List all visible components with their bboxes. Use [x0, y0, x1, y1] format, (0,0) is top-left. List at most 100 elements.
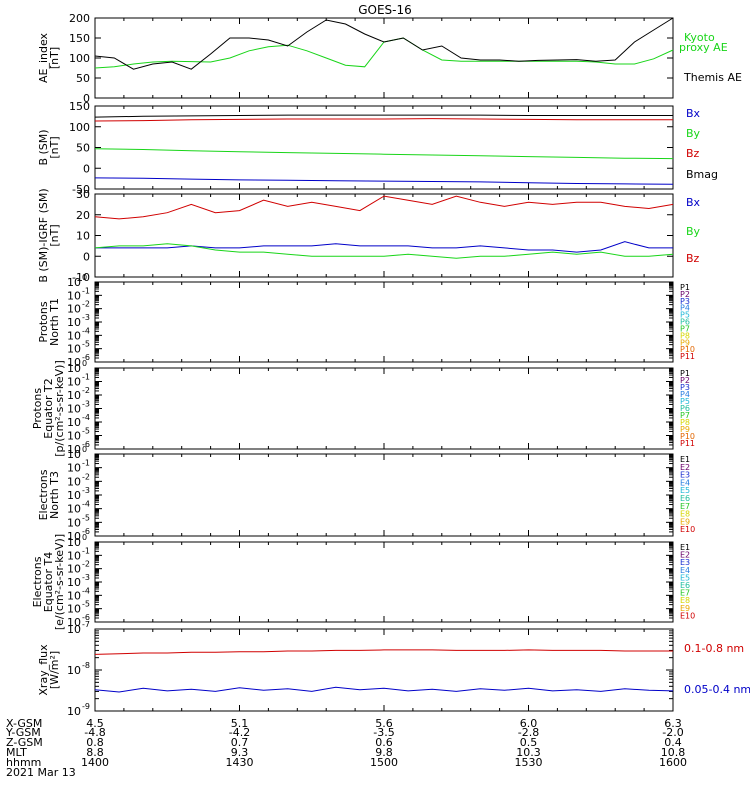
channel-label: P9 [680, 425, 690, 434]
y-tick-label: 10 [67, 430, 81, 443]
channel-label: E4 [680, 478, 690, 487]
ephemeris-row-label: hhmm [6, 756, 41, 769]
ephemeris-value: 10.8 [661, 746, 686, 759]
y-tick-label: 20 [76, 209, 90, 222]
series-themis-ae [94, 17, 674, 70]
y-tick-exponent: -1 [82, 373, 90, 382]
series-bx [95, 241, 673, 253]
channel-label: E7 [680, 589, 690, 598]
channel-label: E10 [680, 525, 695, 534]
y-tick-exponent: -3 [82, 400, 90, 409]
y-tick-exponent: -3 [82, 486, 90, 495]
channel-label: P2 [680, 376, 690, 385]
ephemeris-value: 1400 [81, 756, 109, 769]
panel-bsm: B (SM)[nT] -50 0 50 100 150 Bx By Bz Bmag [37, 100, 718, 196]
y-tick-label: 10 [67, 289, 81, 302]
y-axis-label: Xray_flux [37, 644, 50, 696]
y-tick-exponent: -1 [82, 546, 90, 555]
ephemeris-value: 1530 [515, 756, 543, 769]
channel-label: E9 [680, 604, 690, 613]
y-tick-label: 0 [83, 162, 90, 175]
y-tick-exponent: -7 [82, 620, 90, 629]
y-tick-label: 100 [69, 121, 90, 134]
panel-frame [94, 17, 674, 99]
y-tick-label: 10 [67, 329, 81, 342]
y-tick-exponent: -4 [82, 326, 90, 335]
ephemeris-value: 6.0 [520, 717, 538, 730]
y-tick-label: 10 [67, 705, 81, 718]
y-tick-exponent: -2 [82, 386, 90, 395]
series-by [94, 148, 674, 160]
channel-label: P4 [680, 304, 690, 313]
y-tick-exponent: -5 [82, 513, 90, 522]
series-bmag [94, 114, 673, 118]
y-tick-label: 10 [67, 664, 81, 677]
y-tick-label: 10 [67, 343, 81, 356]
channel-label: E3 [680, 558, 690, 567]
y-axis-label: [p/(cm²-s-sr-keV)] [53, 360, 66, 457]
legend-label: Kyoto [684, 31, 715, 44]
y-tick-exponent: 0 [82, 445, 87, 454]
y-tick-label: -10 [72, 271, 90, 284]
y-axis-label: Protons [37, 301, 50, 342]
y-tick-label: 10 [67, 536, 81, 549]
ephemeris-row-label: 2021 Mar 13 [6, 766, 76, 779]
ephemeris-value: 8.8 [86, 746, 104, 759]
y-tick-label: 10 [67, 448, 81, 461]
ephemeris-value: -4.8 [84, 726, 105, 739]
y-axis-label: Electrons [31, 556, 44, 607]
y-axis-label: [nT] [48, 136, 61, 158]
y-axis-label: AE_index [37, 32, 50, 83]
series-bx [94, 177, 674, 185]
y-axis-label: B (SM)-IGRF (SM) [37, 188, 50, 282]
y-tick-label: 10 [67, 530, 81, 543]
y-axis-label: Equator T4 [42, 552, 55, 612]
legend-label: Bx [686, 196, 701, 209]
ephemeris-value: 6.3 [664, 717, 682, 730]
y-tick-exponent: -5 [82, 340, 90, 349]
legend-label: Themis AE [683, 71, 742, 84]
legend-label: By [686, 225, 701, 238]
channel-label: E2 [680, 463, 690, 472]
ephemeris-value: 9.8 [375, 746, 393, 759]
channel-label: P1 [680, 283, 690, 292]
y-tick-exponent: -2 [82, 300, 90, 309]
y-tick-label: 10 [67, 276, 81, 289]
channel-label: E10 [680, 611, 695, 620]
ephemeris-row-label: MLT [6, 746, 27, 759]
y-tick-exponent: -3 [82, 313, 90, 322]
y-tick-exponent: -6 [82, 527, 90, 536]
channel-label: P7 [680, 411, 690, 420]
y-tick-label: 10 [67, 603, 81, 616]
channel-label: P11 [680, 352, 695, 361]
ephemeris-value: -3.5 [373, 726, 394, 739]
y-tick-label: 10 [67, 623, 81, 636]
channel-label: E1 [680, 455, 690, 464]
channel-label: E7 [680, 502, 690, 511]
panel-frame [94, 193, 674, 278]
y-tick-label: 10 [67, 416, 81, 429]
ephemeris-value: 0.4 [664, 736, 682, 749]
y-tick-label: 50 [76, 142, 90, 155]
y-tick-label: 10 [67, 356, 81, 369]
plot-title: GOES-16 [358, 3, 412, 17]
y-tick-label: 50 [76, 72, 90, 85]
channel-label: P6 [680, 404, 690, 413]
y-tick-label: 10 [67, 549, 81, 562]
legend-label: 0.1-0.8 nm [684, 642, 744, 655]
y-tick-label: 150 [69, 32, 90, 45]
y-tick-label: 10 [67, 462, 81, 475]
panel-frame [94, 628, 674, 712]
channel-label: P7 [680, 324, 690, 333]
y-tick-exponent: 0 [82, 273, 87, 282]
y-tick-exponent: -6 [82, 613, 90, 622]
y-axis-label: North T1 [48, 298, 61, 346]
ephemeris-value: 1500 [370, 756, 398, 769]
y-axis-label: [W/m²] [48, 651, 61, 689]
channel-label: E5 [680, 486, 690, 495]
channel-label: P5 [680, 397, 690, 406]
y-tick-label: -50 [72, 183, 90, 196]
